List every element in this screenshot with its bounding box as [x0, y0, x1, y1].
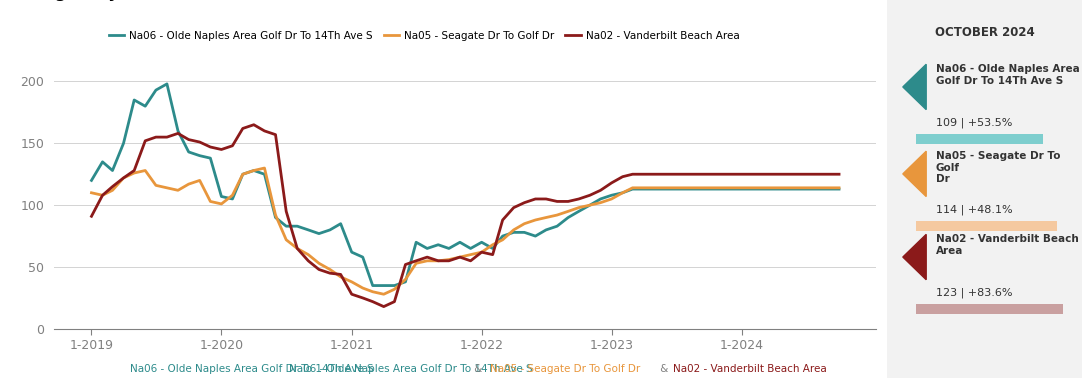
Text: Na02 - Vanderbilt Beach Area: Na02 - Vanderbilt Beach Area — [673, 364, 827, 374]
Text: 109 | +53.5%: 109 | +53.5% — [936, 117, 1013, 128]
Bar — [916, 221, 1057, 231]
Text: Average Days on Market: Average Days on Market — [1, 0, 229, 1]
Text: 114 | +48.1%: 114 | +48.1% — [936, 204, 1013, 215]
Text: 123 | +83.6%: 123 | +83.6% — [936, 287, 1013, 298]
Bar — [916, 304, 1063, 314]
Polygon shape — [902, 64, 926, 110]
Polygon shape — [902, 151, 926, 197]
Text: Na06 - Olde Naples Area Golf Dr To 14Th Ave S: Na06 - Olde Naples Area Golf Dr To 14Th … — [289, 364, 533, 374]
Text: Na02 - Vanderbilt Beach
Area: Na02 - Vanderbilt Beach Area — [936, 234, 1079, 256]
Polygon shape — [902, 234, 926, 280]
Text: Na05 - Seagate Dr To Golf Dr: Na05 - Seagate Dr To Golf Dr — [490, 364, 641, 374]
Bar — [916, 134, 1043, 144]
Legend: Na06 - Olde Naples Area Golf Dr To 14Th Ave S, Na05 - Seagate Dr To Golf Dr, Na0: Na06 - Olde Naples Area Golf Dr To 14Th … — [105, 26, 743, 45]
Text: &: & — [657, 364, 672, 374]
Text: &: & — [471, 364, 486, 374]
Text: Na05 - Seagate Dr To Golf
Dr: Na05 - Seagate Dr To Golf Dr — [936, 151, 1060, 184]
Text: Na06 - Olde Naples Area
Golf Dr To 14Th Ave S: Na06 - Olde Naples Area Golf Dr To 14Th … — [936, 64, 1080, 86]
Text: OCTOBER 2024: OCTOBER 2024 — [935, 26, 1034, 39]
Text: Na06 - Olde Naples Area Golf Dr To 14Th Ave S: Na06 - Olde Naples Area Golf Dr To 14Th … — [130, 364, 373, 374]
